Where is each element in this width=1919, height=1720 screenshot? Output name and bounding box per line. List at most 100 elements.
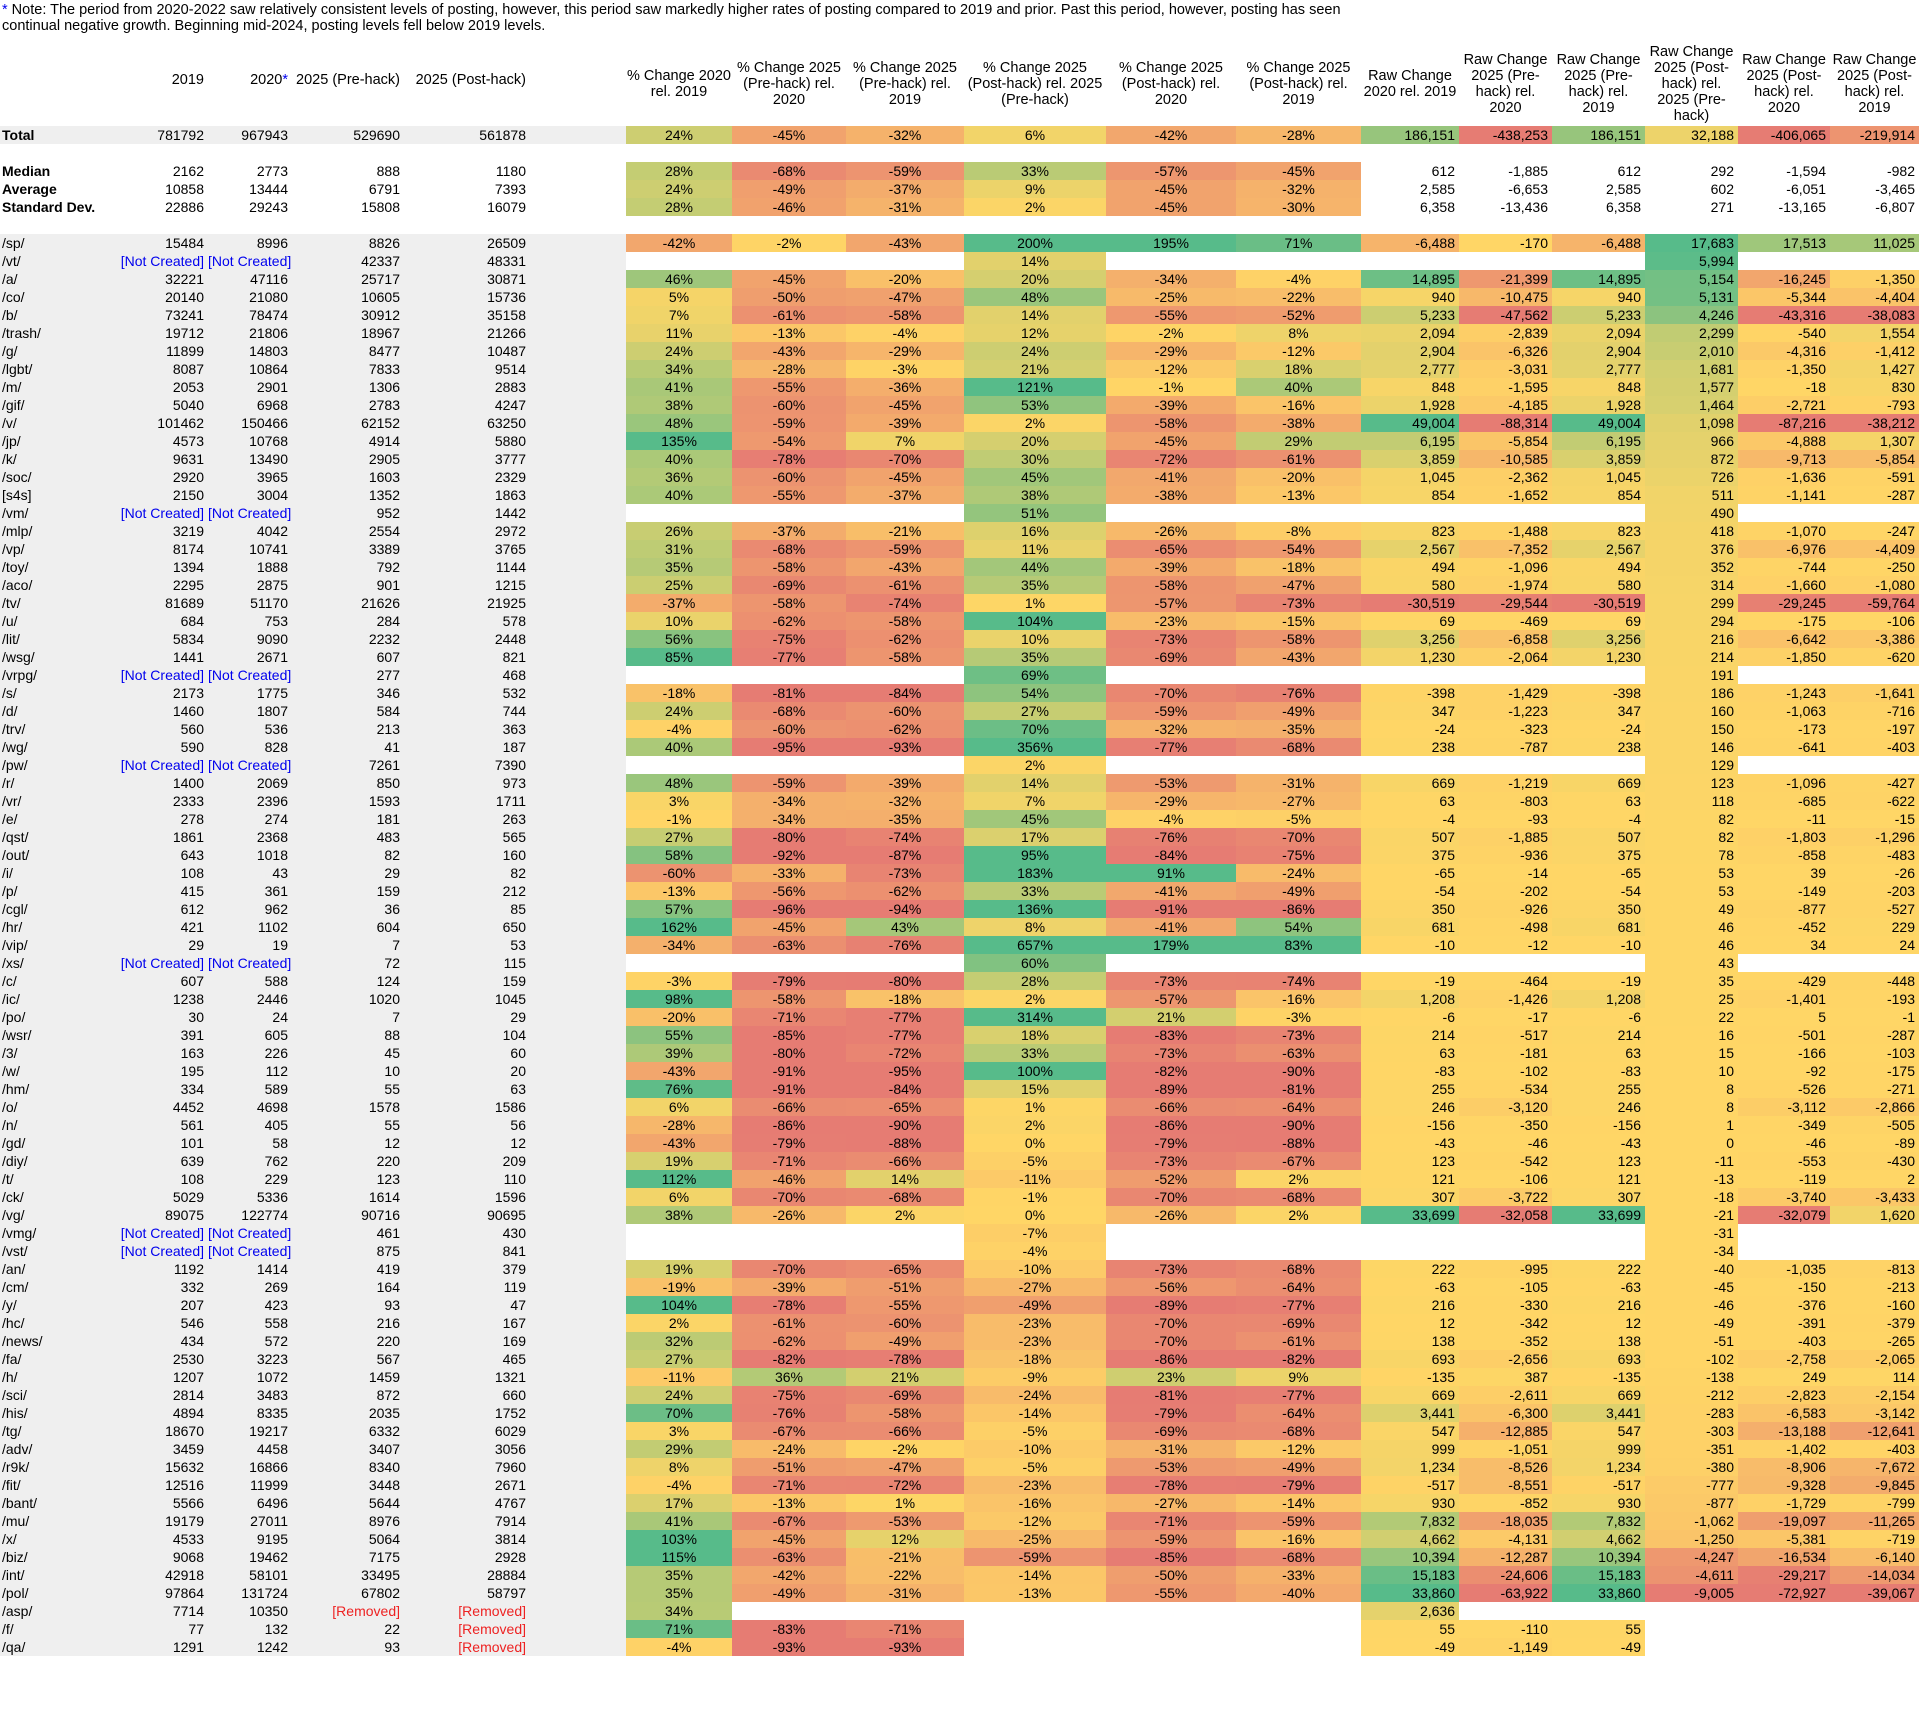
row-label-xs: /xs/ — [2, 955, 24, 971]
table-cell — [1106, 504, 1236, 522]
table-cell: -45% — [732, 270, 846, 288]
table-cell: -620 — [1830, 648, 1919, 666]
table-cell: -82% — [732, 1350, 846, 1368]
table-cell: -398 — [1552, 684, 1645, 702]
table-cell: 1807 — [256, 703, 288, 719]
table-cell: 34% — [626, 1602, 732, 1620]
row-label-int: /int/ — [2, 1567, 25, 1583]
table-cell: -110 — [1459, 1620, 1552, 1638]
table-cell: 47 — [510, 1297, 526, 1313]
table-cell — [846, 252, 964, 270]
table-cell: -349 — [1738, 1116, 1830, 1134]
table-cell: 660 — [502, 1387, 526, 1403]
table-cell — [1738, 252, 1830, 270]
table-cell: 255 — [1361, 1080, 1459, 1098]
row-label-gd: /gd/ — [2, 1135, 26, 1151]
table-cell: -71% — [732, 1152, 846, 1170]
table-cell: 42337 — [361, 253, 400, 269]
table-cell: -67% — [732, 1512, 846, 1530]
table-cell: 2150 — [172, 487, 204, 503]
table-cell: -24% — [964, 1386, 1106, 1404]
table-cell: 25717 — [361, 271, 400, 287]
table-cell: 1207 — [172, 1369, 204, 1385]
table-cell: -540 — [1738, 324, 1830, 342]
table-cell: 212 — [502, 883, 526, 899]
table-cell: [Removed] — [332, 1603, 400, 1619]
table-cell: -2% — [732, 234, 846, 252]
row-label-y: /y/ — [2, 1297, 17, 1313]
table-cell: 347 — [1552, 702, 1645, 720]
table-cell: 973 — [502, 775, 526, 791]
table-cell — [1552, 954, 1645, 972]
table-cell: 558 — [264, 1315, 288, 1331]
table-cell: 213 — [376, 721, 400, 737]
table-cell: 744 — [502, 703, 526, 719]
table-cell: -43 — [1361, 1134, 1459, 1152]
table-cell: 1,045 — [1552, 468, 1645, 486]
table-cell: 14,895 — [1552, 270, 1645, 288]
table-cell — [1361, 1224, 1459, 1242]
table-cell: -175 — [1830, 1062, 1919, 1080]
table-cell: 29243 — [249, 199, 288, 215]
table-cell: 72 — [384, 955, 400, 971]
table-cell: -6,488 — [1552, 234, 1645, 252]
table-cell: -59% — [846, 540, 964, 558]
row-label-co: /co/ — [2, 289, 25, 305]
row-label-bar — [0, 1260, 626, 1278]
table-cell: -61% — [1236, 1332, 1361, 1350]
table-cell: 726 — [1645, 468, 1738, 486]
table-cell: -526 — [1738, 1080, 1830, 1098]
table-cell: 28884 — [487, 1567, 526, 1583]
table-cell: 16866 — [249, 1459, 288, 1475]
table-cell: 41% — [626, 378, 732, 396]
table-cell: -498 — [1459, 918, 1552, 936]
table-cell: -4 — [1552, 810, 1645, 828]
table-cell: 578 — [502, 613, 526, 629]
table-cell: -85% — [1106, 1548, 1236, 1566]
table-cell: -47% — [1236, 576, 1361, 594]
table-cell: 3,441 — [1552, 1404, 1645, 1422]
table-cell: -2,839 — [1459, 324, 1552, 342]
row-label-fit: /fit/ — [2, 1477, 21, 1493]
table-cell: 2883 — [494, 379, 526, 395]
table-cell: 930 — [1552, 1494, 1645, 1512]
table-cell: -403 — [1830, 738, 1919, 756]
table-cell: 14,895 — [1361, 270, 1459, 288]
table-cell: 7175 — [368, 1549, 400, 1565]
table-cell: -11 — [1645, 1152, 1738, 1170]
table-cell: 34 — [1738, 936, 1830, 954]
table-cell: -517 — [1552, 1476, 1645, 1494]
table-cell: 3% — [626, 1422, 732, 1440]
table-cell: 191 — [1645, 666, 1738, 684]
table-cell: 2530 — [172, 1351, 204, 1367]
table-cell: 580 — [1361, 576, 1459, 594]
table-cell: 28% — [626, 198, 732, 216]
table-cell: 47116 — [250, 271, 288, 287]
table-cell: -380 — [1645, 1458, 1738, 1476]
table-cell: 160 — [502, 847, 526, 863]
table-cell: -4% — [626, 720, 732, 738]
table-cell: 1,554 — [1830, 324, 1919, 342]
table-cell: 565 — [502, 829, 526, 845]
table-cell: 35% — [626, 558, 732, 576]
table-cell: -501 — [1738, 1026, 1830, 1044]
table-cell: -26 — [1830, 864, 1919, 882]
table-cell: 51170 — [250, 595, 288, 611]
table-cell: -4% — [626, 1638, 732, 1656]
table-cell — [1738, 504, 1830, 522]
table-cell: 54% — [964, 684, 1106, 702]
table-cell: 12 — [510, 1135, 526, 1151]
row-label-qa: /qa/ — [2, 1639, 26, 1655]
table-cell: 2554 — [368, 523, 400, 539]
table-cell: -49 — [1552, 1638, 1645, 1656]
column-header: Raw Change 2025 (Pre-hack) rel. 2019 — [1552, 45, 1645, 123]
table-cell: 123 — [1552, 1152, 1645, 1170]
row-label-wg: /wg/ — [2, 739, 28, 755]
table-cell — [846, 666, 964, 684]
row-label-vp: /vp/ — [2, 541, 25, 557]
table-cell: -250 — [1830, 558, 1919, 576]
table-cell: -69% — [1106, 648, 1236, 666]
table-cell: -70% — [1106, 1188, 1236, 1206]
table-cell: 6332 — [368, 1423, 400, 1439]
table-cell: -17 — [1459, 1008, 1552, 1026]
